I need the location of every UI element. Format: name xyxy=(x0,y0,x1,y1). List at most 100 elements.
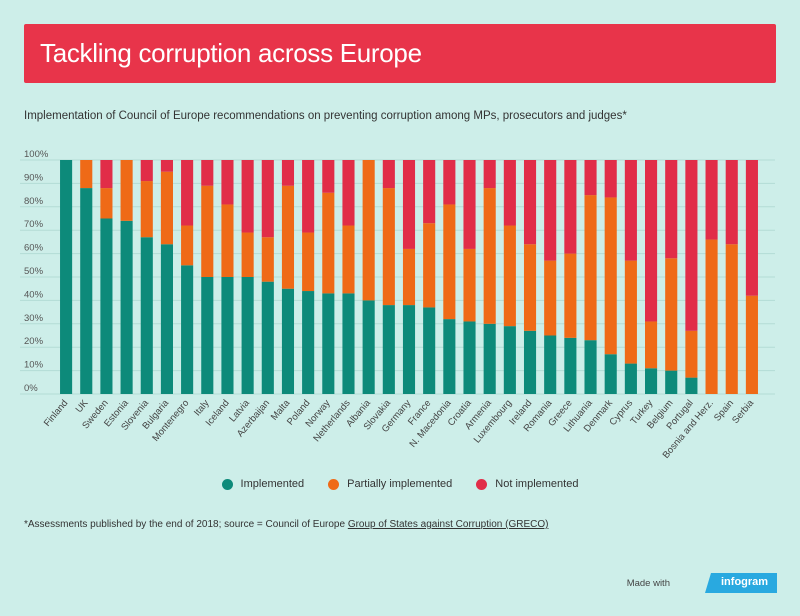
bar-ireland-not-implemented xyxy=(523,160,537,245)
bar-poland-not-implemented xyxy=(302,160,315,233)
bar-italy-partially-implemented xyxy=(201,185,214,277)
y-tick-label: 40% xyxy=(24,289,44,300)
bar-bulgaria-implemented xyxy=(160,244,173,394)
chart-subtitle: Implementation of Council of Europe reco… xyxy=(24,110,627,122)
bar-netherlands-not-implemented xyxy=(342,160,355,226)
bar-iceland-implemented xyxy=(221,277,234,394)
bar-denmark-partially-implemented xyxy=(604,197,617,355)
bar-ireland-implemented xyxy=(523,330,537,394)
legend-item-implemented[interactable]: Implemented xyxy=(221,478,305,490)
bar-denmark-implemented xyxy=(604,354,617,394)
bar-armenia-partially-implemented xyxy=(483,188,496,324)
y-tick-label: 100% xyxy=(24,149,49,160)
bar-france-partially-implemented xyxy=(423,223,436,308)
legend: Implemented Partially implemented Not im… xyxy=(0,478,800,490)
bar-armenia-implemented xyxy=(483,323,496,394)
bar-france-not-implemented xyxy=(423,160,436,224)
bar-montenegro-implemented xyxy=(181,265,194,394)
bar-albania-partially-implemented xyxy=(362,160,375,301)
bar-ireland-partially-implemented xyxy=(523,244,537,331)
bar-denmark-not-implemented xyxy=(604,160,617,198)
bar-germany-not-implemented xyxy=(402,160,416,249)
bar-spain-not-implemented xyxy=(725,160,738,245)
bar-malta-not-implemented xyxy=(281,160,295,186)
bar-romania-not-implemented xyxy=(544,160,557,261)
stacked-bar-chart: 0% 10% 20% 30% 40% 50% 60% 70% 80% 90% 100% Finland… xyxy=(20,149,775,461)
legend-swatch-not-implemented xyxy=(476,478,488,490)
legend-label-implemented: Implemented xyxy=(240,478,305,490)
y-tick-label: 60% xyxy=(24,243,44,254)
bar-estonia-implemented xyxy=(120,220,133,394)
bar-croatia-partially-implemented xyxy=(463,248,476,322)
bar-belgium-partially-implemented xyxy=(665,258,678,371)
bar-malta-partially-implemented xyxy=(281,185,295,289)
bar-norway-not-implemented xyxy=(322,160,335,193)
bar-portugal-not-implemented xyxy=(685,160,698,331)
bar-serbia-not-implemented xyxy=(745,160,758,296)
bar-lithuania-not-implemented xyxy=(584,160,597,196)
x-tick-label: Serbia xyxy=(730,397,757,426)
bar-serbia-partially-implemented xyxy=(745,295,758,394)
chart-title: Tackling corruption across Europe xyxy=(40,38,422,68)
legend-label-partially-implemented: Partially implemented xyxy=(347,478,453,490)
bar-estonia-partially-implemented xyxy=(120,160,133,221)
bar-albania-implemented xyxy=(362,300,375,394)
y-tick-label: 0% xyxy=(24,383,38,394)
bar-croatia-not-implemented xyxy=(463,160,476,249)
bar-cyprus-implemented xyxy=(624,363,637,394)
bar-turkey-implemented xyxy=(645,368,658,394)
bar-montenegro-partially-implemented xyxy=(181,225,194,266)
bar-germany-partially-implemented xyxy=(402,248,416,306)
bar-france-implemented xyxy=(423,307,436,394)
bar-romania-implemented xyxy=(544,335,557,394)
y-tick-label: 30% xyxy=(24,313,44,324)
brand-name: infogram xyxy=(721,576,769,588)
bar-slovenia-implemented xyxy=(140,237,153,394)
bar-iceland-not-implemented xyxy=(221,160,234,205)
bar-slovenia-not-implemented xyxy=(140,160,153,182)
legend-swatch-implemented xyxy=(221,478,233,490)
bar-turkey-partially-implemented xyxy=(645,321,658,369)
bar-sweden-partially-implemented xyxy=(100,188,113,219)
bar-bosnia-and-herz-partially-implemented xyxy=(705,239,718,394)
bar-slovakia-implemented xyxy=(382,305,395,394)
bar-cyprus-partially-implemented xyxy=(624,260,637,364)
footnote-text: *Assessments published by the end of 201… xyxy=(24,519,348,530)
bar-latvia-implemented xyxy=(241,277,254,394)
bar-norway-implemented xyxy=(322,293,335,394)
bar-slovenia-partially-implemented xyxy=(140,181,153,238)
bar-finland-implemented xyxy=(60,160,73,394)
bar-netherlands-implemented xyxy=(342,293,355,394)
bar-croatia-implemented xyxy=(463,321,476,394)
bar-belgium-not-implemented xyxy=(665,160,678,259)
title-banner: Tackling corruption across Europe xyxy=(24,24,776,83)
bar-n-macedonia-implemented xyxy=(443,319,456,394)
y-tick-label: 10% xyxy=(24,360,44,371)
bar-montenegro-not-implemented xyxy=(181,160,194,226)
bar-spain-partially-implemented xyxy=(725,244,738,394)
bar-latvia-partially-implemented xyxy=(241,232,254,277)
bar-luxembourg-implemented xyxy=(503,326,516,394)
bar-uk-partially-implemented xyxy=(80,160,93,189)
legend-label-not-implemented: Not implemented xyxy=(495,478,579,490)
brand-tag-shape xyxy=(705,573,777,593)
bar-greece-implemented xyxy=(564,337,577,394)
bar-n-macedonia-partially-implemented xyxy=(443,204,456,320)
bar-sweden-implemented xyxy=(100,218,113,394)
bar-malta-implemented xyxy=(281,288,295,394)
legend-swatch-partially-implemented xyxy=(328,478,340,490)
bar-iceland-partially-implemented xyxy=(221,204,234,277)
bar-latvia-not-implemented xyxy=(241,160,254,233)
bar-italy-implemented xyxy=(201,277,214,394)
bar-lithuania-partially-implemented xyxy=(584,195,597,341)
bar-armenia-not-implemented xyxy=(483,160,496,189)
bar-bosnia-and-herz-not-implemented xyxy=(705,160,718,240)
y-tick-label: 20% xyxy=(24,336,44,347)
legend-item-partially-implemented[interactable]: Partially implemented xyxy=(328,478,452,490)
bar-sweden-not-implemented xyxy=(100,160,113,189)
greco-link[interactable]: Group of States against Corruption (GREC… xyxy=(347,519,549,530)
legend-item-not-implemented[interactable]: Not implemented xyxy=(476,478,578,490)
infogram-logo[interactable]: infogram xyxy=(705,573,777,593)
bar-azerbaijan-partially-implemented xyxy=(261,237,274,282)
bar-slovakia-not-implemented xyxy=(382,160,395,189)
